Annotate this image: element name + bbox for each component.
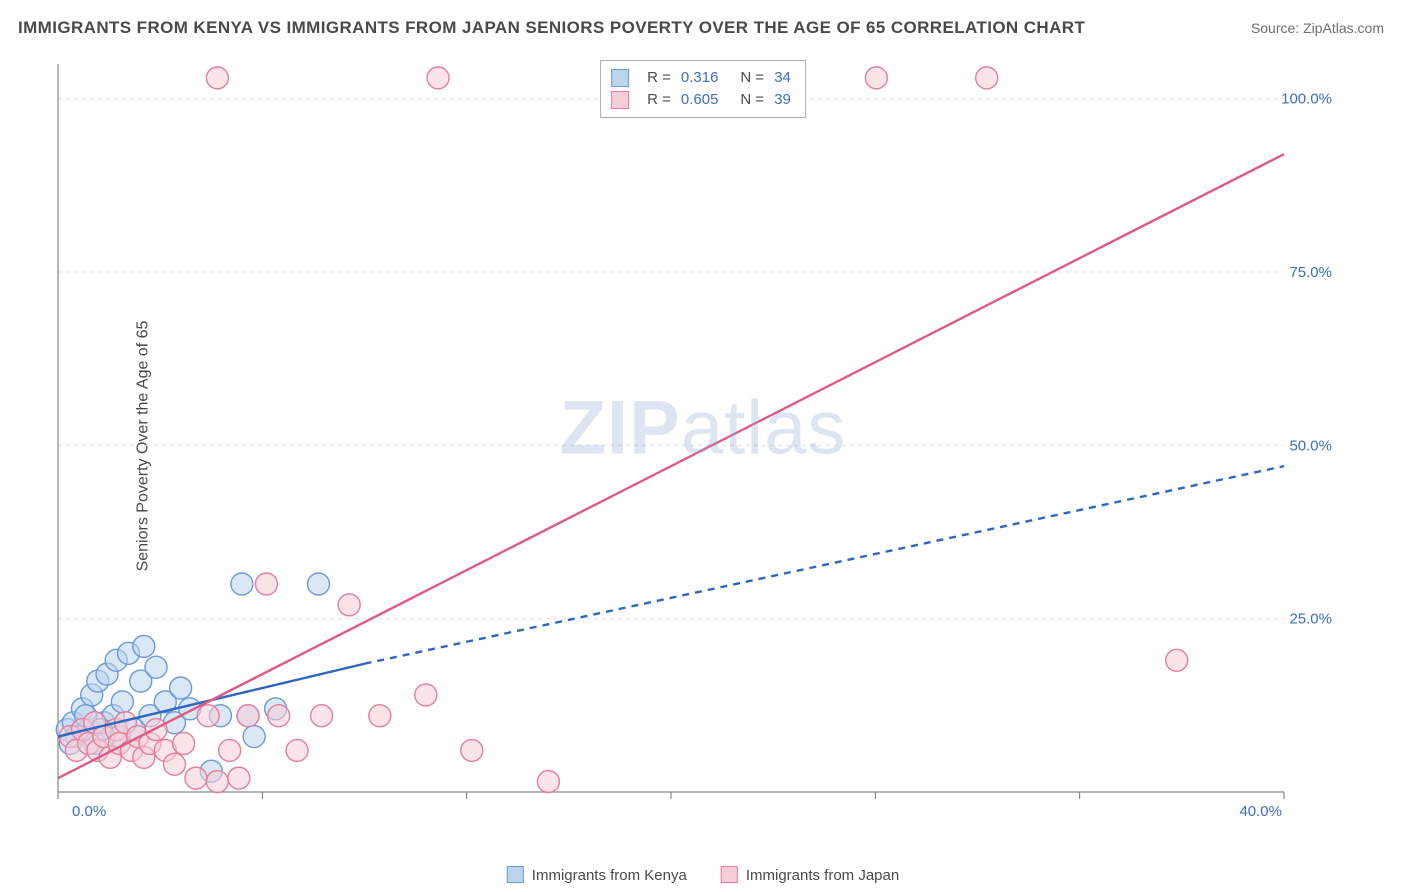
correlation-row-kenya: R = 0.316 N = 34 [611, 67, 791, 89]
correlation-row-japan: R = 0.605 N = 39 [611, 89, 791, 111]
n-label: N = [740, 89, 764, 111]
svg-text:50.0%: 50.0% [1289, 437, 1332, 454]
swatch-japan-icon [611, 91, 629, 109]
legend-item-kenya: Immigrants from Kenya [507, 866, 687, 884]
source-prefix: Source: [1251, 20, 1303, 36]
n-label: N = [740, 67, 764, 89]
legend-label-kenya: Immigrants from Kenya [532, 867, 687, 884]
source-link[interactable]: ZipAtlas.com [1303, 20, 1384, 36]
swatch-japan-icon [721, 866, 738, 883]
swatch-kenya-icon [507, 866, 524, 883]
svg-text:75.0%: 75.0% [1289, 264, 1332, 281]
legend-label-japan: Immigrants from Japan [746, 867, 899, 884]
n-value-japan: 39 [774, 89, 791, 111]
r-value-japan: 0.605 [681, 89, 719, 111]
r-label: R = [647, 89, 671, 111]
legend-item-japan: Immigrants from Japan [721, 866, 899, 884]
r-label: R = [647, 67, 671, 89]
svg-text:100.0%: 100.0% [1281, 91, 1332, 108]
swatch-kenya-icon [611, 69, 629, 87]
chart-title: IMMIGRANTS FROM KENYA VS IMMIGRANTS FROM… [18, 18, 1085, 38]
n-value-kenya: 34 [774, 67, 791, 89]
plot-area: 25.0% 50.0% 75.0% 100.0% 0.0% 40.0% [52, 60, 1342, 830]
svg-text:40.0%: 40.0% [1239, 803, 1282, 820]
svg-text:0.0%: 0.0% [72, 803, 106, 820]
svg-text:25.0%: 25.0% [1289, 611, 1332, 628]
r-value-kenya: 0.316 [681, 67, 719, 89]
correlation-legend: R = 0.316 N = 34 R = 0.605 N = 39 [600, 60, 806, 118]
series-legend: Immigrants from Kenya Immigrants from Ja… [507, 866, 899, 884]
source-attribution: Source: ZipAtlas.com [1251, 20, 1384, 36]
scatter-plot-svg: 25.0% 50.0% 75.0% 100.0% 0.0% 40.0% [52, 60, 1342, 830]
